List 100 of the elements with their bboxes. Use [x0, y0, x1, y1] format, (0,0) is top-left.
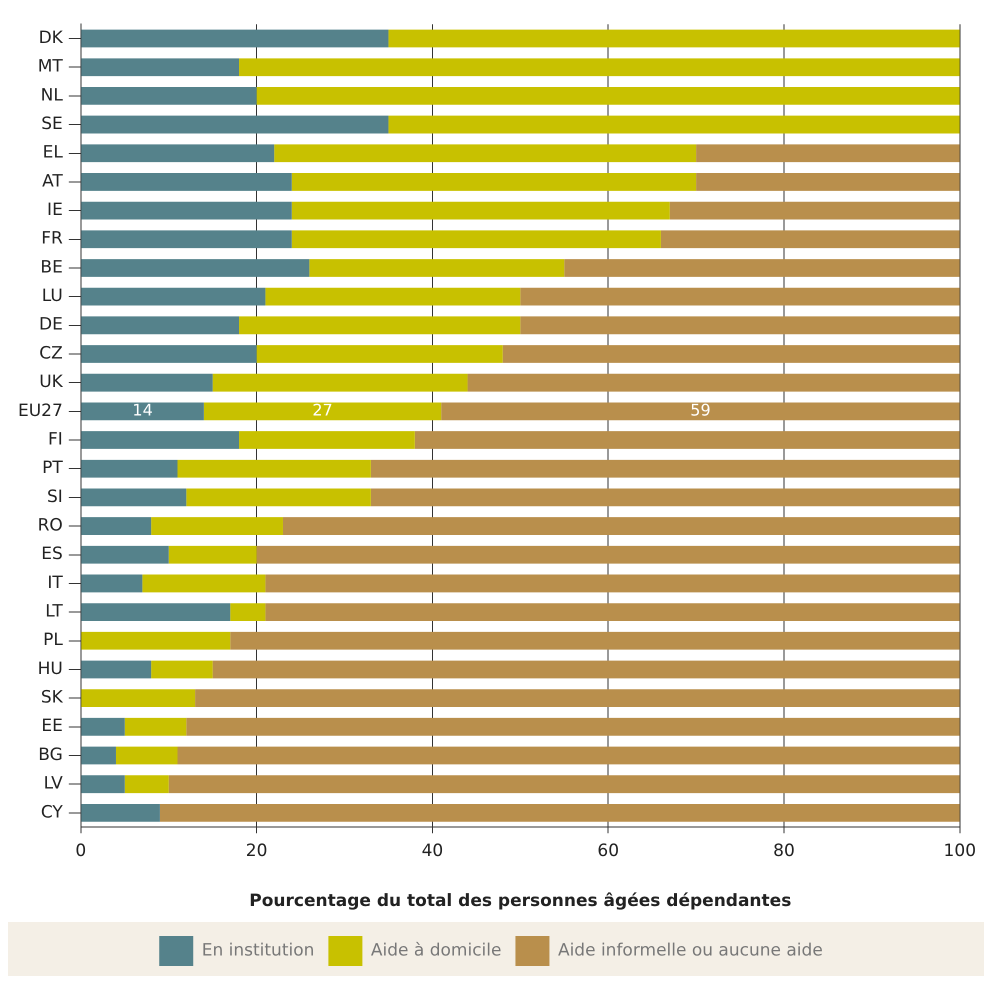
bar	[81, 632, 230, 650]
bar	[502, 345, 960, 363]
bar	[309, 259, 564, 277]
y-tick-label: CY	[40, 802, 64, 822]
bar	[564, 259, 960, 277]
bar	[81, 144, 274, 162]
bar	[370, 460, 960, 478]
y-tick-label: LU	[42, 286, 63, 306]
y-tick-label: MT	[38, 56, 64, 77]
bar	[239, 316, 520, 334]
y-tick-label: PT	[42, 458, 64, 478]
bar	[292, 173, 696, 191]
x-axis-title: Pourcentage du total des personnes âgées dépendantes	[249, 891, 792, 912]
bar	[81, 804, 160, 822]
y-tick-label: FR	[41, 228, 63, 249]
bar	[142, 574, 266, 592]
legend-label: Aide à domicile	[370, 940, 502, 960]
bar	[178, 460, 371, 478]
x-tick-label: 100	[944, 840, 976, 861]
x-tick-label: 60	[597, 840, 620, 861]
bar	[696, 144, 960, 162]
bar	[81, 402, 204, 420]
bar	[660, 230, 960, 248]
bar	[151, 517, 283, 535]
x-tick-label: 40	[422, 840, 444, 861]
y-tick-label: EE	[41, 716, 63, 736]
bar	[204, 402, 442, 420]
legend-label: En institution	[202, 940, 314, 960]
data-label: 59	[690, 400, 711, 420]
bar	[124, 718, 186, 736]
bar	[256, 345, 503, 363]
bar	[520, 288, 960, 306]
bar	[414, 431, 960, 449]
bar	[186, 718, 960, 736]
bar	[81, 431, 240, 449]
bar	[81, 30, 388, 48]
bar	[81, 660, 152, 678]
y-tick-label: HU	[38, 658, 63, 679]
bar	[151, 660, 213, 678]
bar	[81, 288, 266, 306]
bar	[168, 546, 257, 564]
bar	[186, 488, 371, 506]
bar	[81, 87, 257, 105]
y-tick-label: FI	[48, 429, 63, 450]
y-tick-label: PL	[43, 630, 64, 650]
bar	[81, 574, 142, 592]
y-tick-label: LT	[45, 602, 64, 622]
bar	[292, 230, 661, 248]
y-tick-label: IE	[47, 200, 63, 220]
bar	[81, 116, 388, 134]
bar	[256, 546, 960, 564]
bar	[168, 775, 960, 794]
bar	[81, 488, 186, 506]
data-label: 27	[312, 400, 333, 420]
bar	[256, 87, 960, 105]
y-tick-label: NL	[40, 85, 64, 106]
bar	[388, 116, 960, 134]
bar	[388, 30, 960, 48]
bar	[292, 202, 670, 220]
bar	[81, 603, 230, 621]
bar	[370, 488, 960, 506]
bar	[520, 316, 960, 334]
bar	[81, 316, 240, 334]
bar	[468, 374, 960, 392]
bar	[116, 746, 178, 764]
y-tick-label: DE	[38, 314, 63, 335]
bar	[178, 746, 960, 764]
x-tick-label: 0	[75, 840, 86, 861]
bar	[81, 718, 125, 736]
y-tick-label: ES	[41, 544, 63, 564]
bar	[230, 632, 960, 650]
bar	[81, 517, 152, 535]
bar	[81, 746, 116, 764]
bar	[441, 402, 960, 420]
bar	[81, 775, 125, 794]
bar	[212, 660, 960, 678]
y-tick-label: SI	[47, 486, 63, 507]
bar	[81, 546, 169, 564]
y-tick-label: AT	[42, 171, 64, 192]
bar	[195, 689, 960, 708]
bar	[212, 374, 468, 392]
y-tick-label: EU27	[18, 400, 63, 421]
bar	[239, 58, 960, 76]
x-tick-label: 80	[773, 840, 795, 861]
bar	[265, 574, 960, 592]
bar	[81, 230, 292, 248]
y-tick-label: BE	[40, 257, 63, 278]
bar	[81, 374, 213, 392]
bar	[670, 202, 960, 220]
bar	[81, 345, 257, 363]
legend-label: Aide informelle ou aucune aide	[558, 940, 823, 960]
y-tick-label: DK	[38, 28, 64, 48]
bar	[230, 603, 266, 621]
bar	[265, 603, 960, 621]
bar	[239, 431, 415, 449]
data-label: 14	[132, 400, 153, 420]
bar	[81, 460, 178, 478]
y-tick-label: CZ	[39, 343, 63, 364]
y-tick-label: SE	[41, 114, 63, 134]
bar	[282, 517, 960, 535]
